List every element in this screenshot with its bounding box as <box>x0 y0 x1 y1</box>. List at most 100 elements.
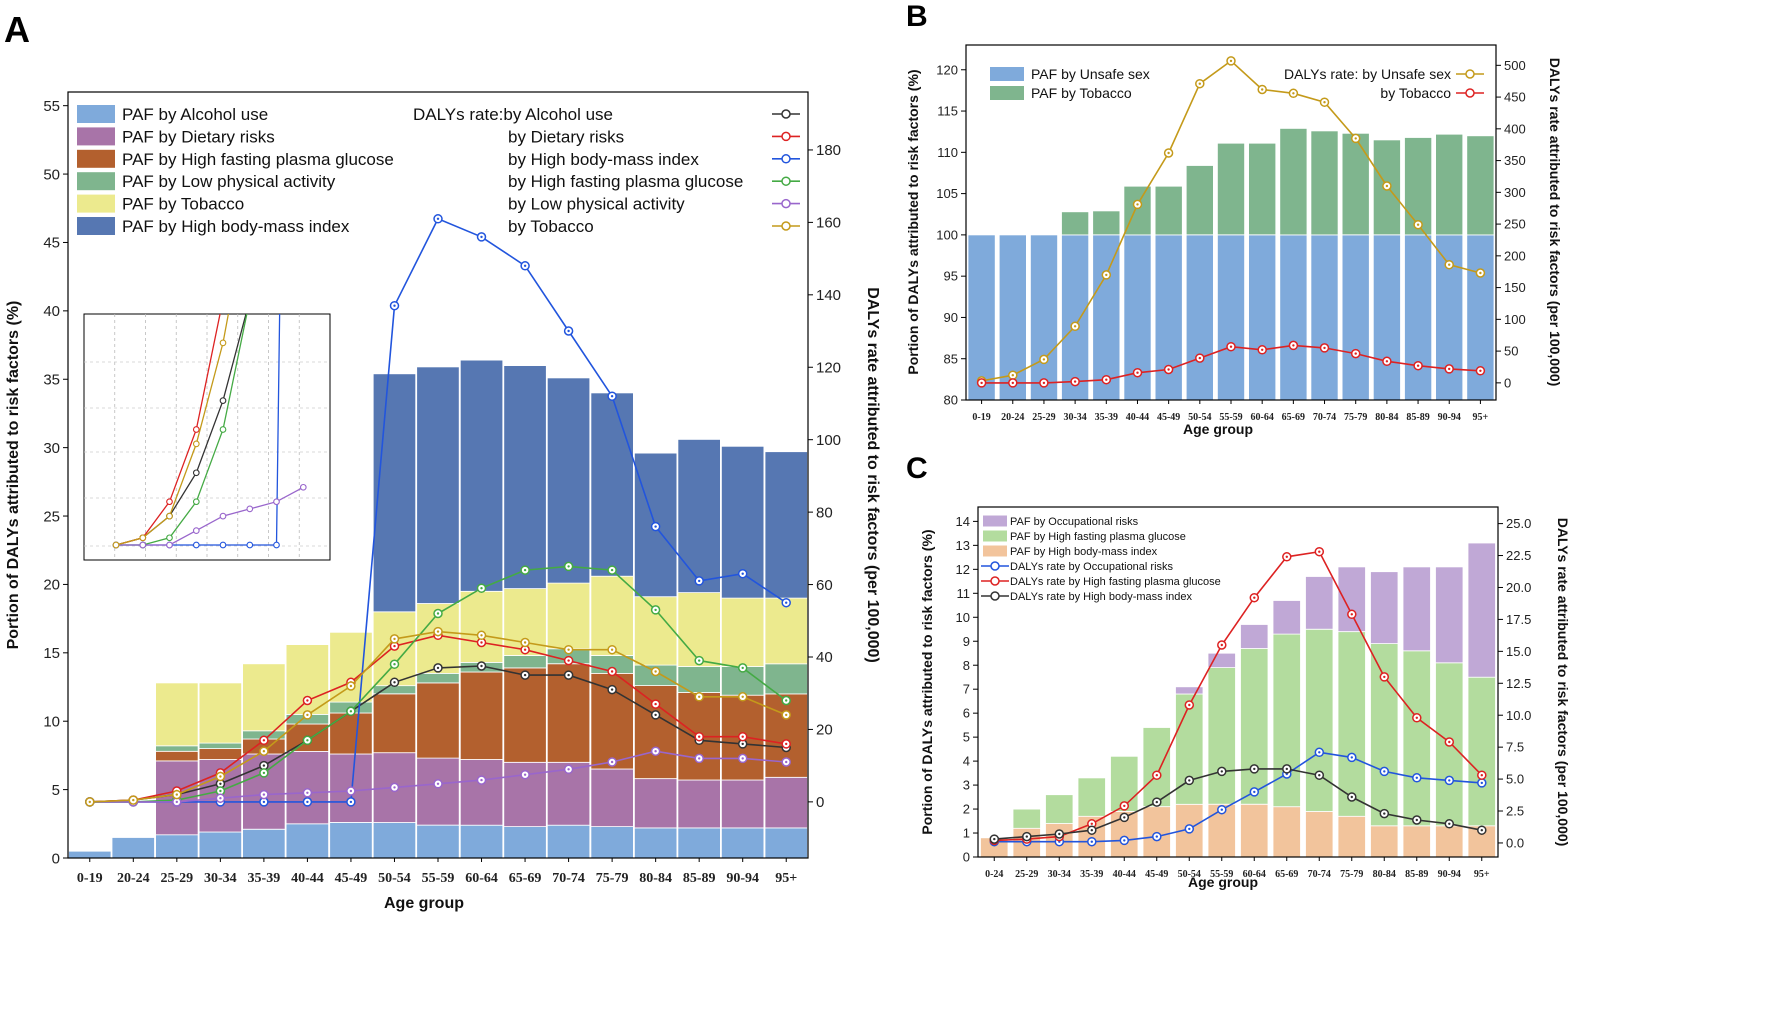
c-bar-paf-by-high-body-mass-index-85-89 <box>1402 825 1431 858</box>
a-legend-line-by-low-physical-activity-marker <box>781 198 791 209</box>
a-point-dot-by-high-body-mass-index-11 <box>567 329 570 333</box>
b-point-dot-dalys-rate-by-unsafe-sex-1 <box>1011 374 1014 377</box>
a-bar-paf-by-alcohol-use-35-39 <box>242 828 286 859</box>
c-point-dot-dalys-rate-by-high-body-mass-index-2 <box>1058 832 1061 836</box>
b-y-axis-title: Portion of DALYs attributed to risk fact… <box>905 69 921 374</box>
b-xtick-label-50-54: 50-54 <box>1188 412 1211 423</box>
b-ytick-label-120: 120 <box>936 62 958 77</box>
a-point-dot-by-tobacco-11 <box>567 648 570 651</box>
a-xtick-label-70-74: 70-74 <box>552 871 585 886</box>
a-point-dot-by-high-fasting-plasma-glucose-14 <box>698 659 701 662</box>
b-y2tick-label-250: 250 <box>1504 217 1526 232</box>
b-legend-label-line-by-tobacco: by Tobacco <box>1380 85 1451 101</box>
a-xtick-label-90-94: 90-94 <box>726 871 759 886</box>
b-bar-paf-by-unsafe-sex-55-59 <box>1217 234 1246 401</box>
a-y2tick-label-20: 20 <box>816 722 833 739</box>
b-xtick-label-30-34: 30-34 <box>1063 412 1086 423</box>
a-inset-point-by-high-fasting-plasma-glucose-3 <box>192 498 200 506</box>
c-point-dot-dalys-rate-by-high-body-mass-index-13 <box>1415 818 1419 822</box>
a-inset-point-by-high-body-mass-index-6 <box>273 541 280 549</box>
b-y2tick-label-350: 350 <box>1504 153 1526 168</box>
c-xtick-label-90-94: 90-94 <box>1438 869 1461 880</box>
a-point-dot-by-alcohol-use-8 <box>436 666 440 670</box>
c-y2tick-label-22.5: 22.5 <box>1506 548 1531 563</box>
a-point-dot-by-high-fasting-plasma-glucose-3 <box>219 789 222 793</box>
a-y2tick-label-160: 160 <box>816 215 841 232</box>
a-ytick-label-40: 40 <box>43 303 60 320</box>
a-bar-paf-by-alcohol-use-25-29 <box>155 834 199 859</box>
b-point-dot-dalys-rate-by-unsafe-sex-12 <box>1354 137 1357 140</box>
a-point-dot-by-low-physical-activity-3 <box>219 797 222 800</box>
c-ytick-label-10: 10 <box>956 610 970 625</box>
c-point-dot-dalys-rate-by-high-fasting-plasma-glucose-3 <box>1090 822 1094 825</box>
a-point-dot-by-dietary-risks-16 <box>785 742 788 746</box>
b-bar-paf-by-unsafe-sex-35-39 <box>1092 234 1121 401</box>
a-point-dot-by-high-body-mass-index-6 <box>349 800 353 804</box>
a-legend-label-paf-by-dietary-risks: PAF by Dietary risks <box>122 127 275 146</box>
b-xtick-label-85-89: 85-89 <box>1406 412 1429 423</box>
a-legend-line-by-high-fasting-plasma-glucose-marker <box>781 176 791 186</box>
c-point-dot-dalys-rate-by-high-fasting-plasma-glucose-5 <box>1155 774 1159 777</box>
a-bar-paf-by-high-fasting-plasma-glucose-45-49 <box>329 712 373 755</box>
b-y2tick-label-400: 400 <box>1504 121 1526 136</box>
a-y-axis-title: Portion of DALYs attributed to risk fact… <box>5 301 22 650</box>
b-y2tick-label-300: 300 <box>1504 185 1526 200</box>
c-ytick-label-6: 6 <box>963 706 970 721</box>
c-legend-line-dalys-rate-by-occupational-risks-marker <box>990 561 1000 571</box>
b-x-axis-title: Age group <box>1183 421 1253 437</box>
c-bar-paf-by-high-body-mass-index-70-74 <box>1305 811 1334 858</box>
b-bar-paf-by-tobacco-75-79 <box>1341 132 1370 236</box>
c-point-dot-dalys-rate-by-occupational-risks-11 <box>1350 756 1354 759</box>
c-xtick-label-40-44: 40-44 <box>1113 869 1136 880</box>
c-point-dot-dalys-rate-by-high-body-mass-index-6 <box>1188 779 1191 782</box>
a-point-dot-by-dietary-risks-11 <box>567 659 570 662</box>
b-ytick-label-110: 110 <box>937 145 958 160</box>
a-point-dot-by-low-physical-activity-6 <box>349 789 353 793</box>
b-point-dot-dalys-rate-by-unsafe-sex-2 <box>1042 358 1046 361</box>
b-bar-paf-by-unsafe-sex-60-64 <box>1248 234 1277 401</box>
c-ytick-label-11: 11 <box>957 586 971 601</box>
c-xtick-label-60-64: 60-64 <box>1243 869 1266 880</box>
c-bar-paf-by-high-fasting-plasma-glucose-35-39 <box>1077 777 1106 817</box>
a-point-dot-by-alcohol-use-15 <box>741 742 744 746</box>
b-bar-paf-by-unsafe-sex-50-54 <box>1185 234 1214 401</box>
a-bar-paf-by-high-fasting-plasma-glucose-50-54 <box>372 693 417 754</box>
c-bar-paf-by-high-fasting-plasma-glucose-45-49 <box>1142 727 1171 807</box>
a-inset-point-by-low-physical-activity-4 <box>219 512 227 520</box>
b-point-dot-dalys-rate-by-unsafe-sex-13 <box>1385 184 1389 188</box>
c-ytick-label-8: 8 <box>963 658 970 673</box>
a-bar-paf-by-high-body-mass-index-70-74 <box>546 377 591 584</box>
c-y2tick-label-5: 5.0 <box>1506 772 1524 787</box>
a-point-dot-by-dietary-risks-4 <box>262 739 266 742</box>
c-y2tick-label-25: 25.0 <box>1506 516 1531 531</box>
c-point-dot-dalys-rate-by-high-fasting-plasma-glucose-13 <box>1415 716 1419 719</box>
a-point-dot-by-alcohol-use-12 <box>610 688 614 691</box>
a-inset-point-by-low-physical-activity-1 <box>139 541 147 549</box>
a-bar-paf-by-alcohol-use-60-64 <box>459 824 504 859</box>
a-point-dot-by-alcohol-use-10 <box>523 673 527 677</box>
c-point-dot-dalys-rate-by-high-fasting-plasma-glucose-4 <box>1123 804 1126 808</box>
a-point-dot-by-dietary-risks-14 <box>698 735 701 738</box>
a-point-dot-by-tobacco-3 <box>219 775 222 778</box>
a-bar-paf-by-tobacco-25-29 <box>155 682 199 747</box>
c-xtick-label-45-49: 45-49 <box>1145 869 1168 880</box>
b-point-dot-by-tobacco-0 <box>980 381 983 385</box>
a-ytick-label-55: 55 <box>43 98 60 115</box>
b-bar-paf-by-unsafe-sex-0-19 <box>967 234 996 401</box>
c-line-dalys-rate-by-high-body-mass-index <box>994 768 1482 840</box>
a-ytick-label-10: 10 <box>43 713 60 730</box>
b-point-dot-dalys-rate-by-unsafe-sex-15 <box>1448 263 1451 266</box>
c-point-dot-dalys-rate-by-high-fasting-plasma-glucose-9 <box>1285 555 1289 558</box>
c-bar-paf-by-high-fasting-plasma-glucose-95 <box>1467 676 1496 827</box>
a-point-dot-by-low-physical-activity-8 <box>436 782 440 785</box>
a-point-dot-by-low-physical-activity-10 <box>523 773 527 776</box>
a-bar-paf-by-dietary-risks-60-64 <box>459 759 504 826</box>
a-ytick-label-20: 20 <box>43 577 60 594</box>
a-point-dot-by-dietary-risks-13 <box>654 702 657 706</box>
a-point-dot-by-high-body-mass-index-8 <box>436 217 440 220</box>
a-point-dot-by-high-fasting-plasma-glucose-10 <box>523 568 527 572</box>
panel-a: 0 5 10 15 20 25 30 35 40 45 50 55 0 20 40 60 80 100 120 140… <box>5 91 881 912</box>
c-bar-paf-by-occupational-risks-50-54 <box>1175 686 1204 695</box>
b-bar-paf-by-unsafe-sex-70-74 <box>1310 234 1339 401</box>
c-x-axis-title: Age group <box>1188 874 1258 890</box>
